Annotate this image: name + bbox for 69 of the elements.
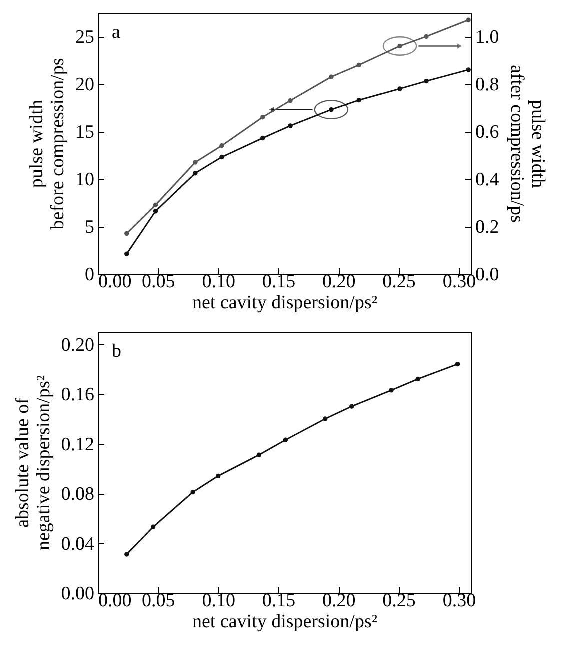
y-tick-label: 0.20 xyxy=(61,334,94,356)
y-tick-label: 0 xyxy=(85,264,94,286)
point xyxy=(416,376,420,382)
y2-tick-label: 0.8 xyxy=(476,74,500,96)
y2-tick-label: 0.4 xyxy=(476,170,500,191)
annotation: b xyxy=(112,341,122,362)
y2-tick-label: 0.2 xyxy=(476,217,500,238)
point xyxy=(466,68,471,72)
point xyxy=(283,438,288,442)
y-tick-label: 15 xyxy=(76,122,94,144)
y2-tick-label: 0.6 xyxy=(476,122,500,144)
x-tick-label: 0.05 xyxy=(142,590,176,612)
point xyxy=(216,474,221,479)
y-axis-title: absolute value of negative dispersion/ps² xyxy=(12,375,54,551)
point xyxy=(190,490,196,495)
y-tick-label: 25 xyxy=(76,27,94,48)
y-tick-label: 5 xyxy=(85,217,94,238)
x-axis-title: net cavity dispersion/ps² xyxy=(192,292,378,314)
x-tick-label: 0.20 xyxy=(322,590,356,612)
point xyxy=(356,62,362,68)
x-tick-label: 0.25 xyxy=(382,272,416,292)
point xyxy=(356,98,362,103)
point xyxy=(398,86,402,92)
point xyxy=(151,524,156,530)
x-tick-label: 0.00 xyxy=(98,272,132,292)
x-tick-label: 0.00 xyxy=(98,590,132,612)
point xyxy=(329,74,334,80)
y-tick-label: 0.04 xyxy=(61,534,95,555)
annotation: a xyxy=(112,22,121,43)
y-tick-label: 0.16 xyxy=(61,384,94,406)
point xyxy=(466,18,471,22)
point xyxy=(260,115,266,120)
y2-tick-label: 1.0 xyxy=(476,27,500,48)
point xyxy=(124,231,130,236)
x-tick-label: 0.20 xyxy=(322,272,356,292)
point xyxy=(323,416,328,422)
x-tick-label: 0.10 xyxy=(202,272,236,292)
point xyxy=(256,452,262,458)
y2-tick-label: 0.0 xyxy=(476,264,500,286)
x-tick-label: 0.05 xyxy=(142,272,176,292)
point xyxy=(193,171,198,176)
x-tick-label: 0.10 xyxy=(202,590,236,612)
y-tick-label: 20 xyxy=(76,74,94,96)
point xyxy=(424,34,429,40)
point xyxy=(455,362,460,367)
y-axis-title: pulse width before compression/ps xyxy=(26,58,68,230)
point xyxy=(350,404,354,409)
x-tick-label: 0.25 xyxy=(382,590,416,612)
point xyxy=(220,154,224,160)
point xyxy=(260,136,266,141)
point xyxy=(288,124,293,128)
point xyxy=(424,78,429,84)
y-tick-label: 0.12 xyxy=(61,434,94,456)
y-tick-label: 0.08 xyxy=(61,484,94,506)
point xyxy=(220,144,224,148)
y-tick-label: 10 xyxy=(76,170,94,191)
x-tick-label: 0.30 xyxy=(442,590,476,612)
x-tick-label: 0.30 xyxy=(442,272,476,292)
point xyxy=(288,98,293,104)
point xyxy=(124,252,130,256)
x-tick-label: 0.15 xyxy=(262,272,296,292)
point xyxy=(153,202,158,208)
point xyxy=(124,552,130,557)
x-tick-label: 0.15 xyxy=(262,590,296,612)
x-axis-title: net cavity dispersion/ps² xyxy=(192,612,378,632)
point xyxy=(389,388,394,393)
point xyxy=(193,160,198,165)
y2-axis-title: pulse width after compression/ps xyxy=(506,65,548,223)
point xyxy=(153,209,158,214)
